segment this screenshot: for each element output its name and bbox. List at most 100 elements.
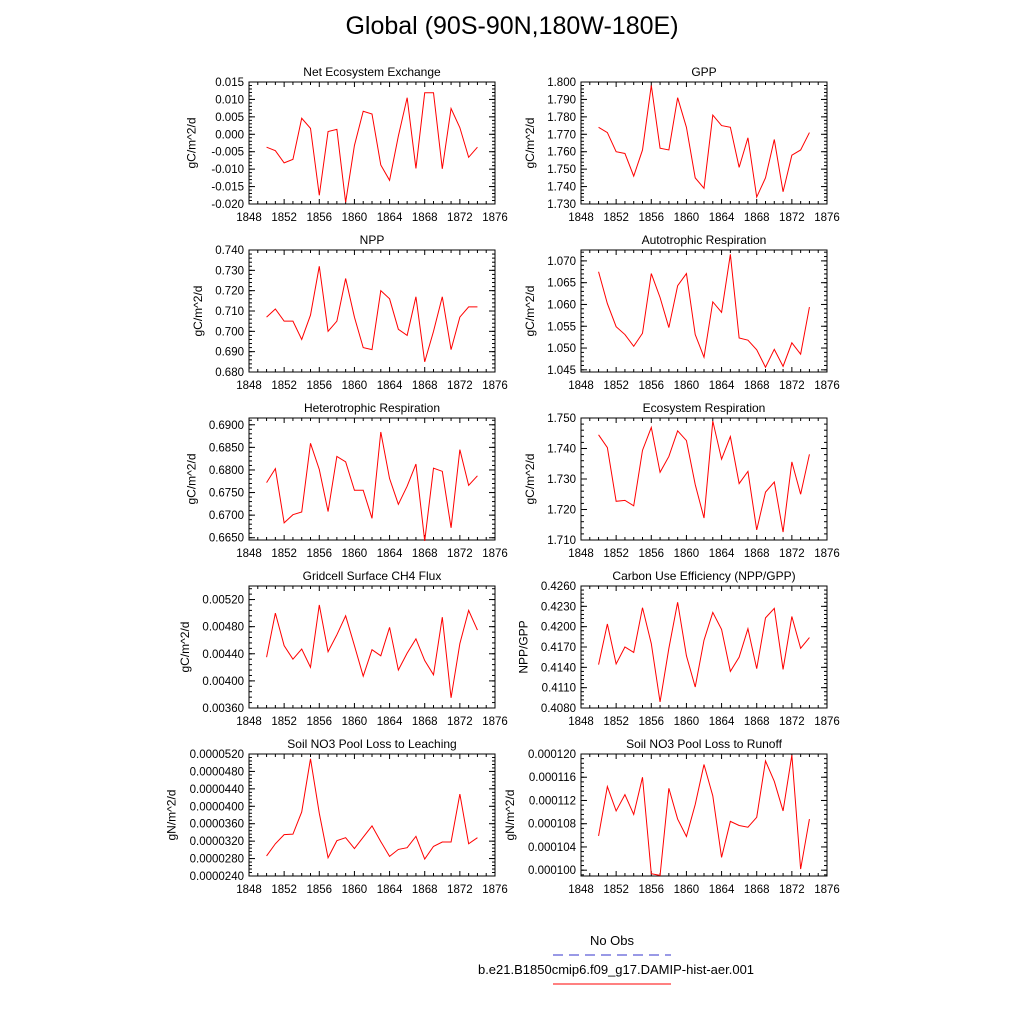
y-tick-label: 0.720 (215, 286, 244, 298)
x-tick-label: 1860 (674, 380, 700, 392)
y-tick-label: 0.0000480 (190, 766, 244, 778)
x-tick-label: 1876 (814, 548, 840, 560)
y-tick-label: 0.6750 (209, 488, 244, 500)
x-tick-label: 1860 (342, 716, 368, 728)
y-axis-label: gC/m^2/d (184, 118, 198, 169)
y-tick-label: 0.4140 (541, 662, 576, 674)
y-tick-label: 0.6900 (209, 420, 244, 432)
y-tick-label: 0.000116 (529, 772, 576, 784)
y-axis-label: gC/m^2/d (184, 454, 198, 505)
panel-title: Gridcell Surface CH4 Flux (303, 569, 442, 583)
y-tick-label: 0.000120 (528, 749, 576, 761)
y-tick-label: 0.00440 (202, 649, 244, 661)
y-axis-label: gC/m^2/d (178, 622, 192, 673)
x-tick-label: 1852 (603, 380, 629, 392)
plot-frame (248, 81, 496, 205)
x-tick-label: 1868 (412, 380, 438, 392)
y-tick-label: 1.780 (547, 112, 576, 124)
x-tick-label: 1848 (568, 716, 594, 728)
x-tick-label: 1872 (779, 716, 805, 728)
panel-title: Autotrophic Respiration (642, 233, 767, 247)
x-tick-label: 1864 (709, 380, 735, 392)
y-tick-label: 0.4230 (541, 601, 576, 613)
x-tick-label: 1872 (447, 548, 473, 560)
y-tick-label: -0.010 (211, 164, 244, 176)
y-tick-label: 0.0000360 (190, 819, 244, 831)
y-tick-label: 0.0000520 (190, 749, 244, 761)
y-tick-label: 0.010 (215, 94, 244, 106)
y-tick-label: 0.6650 (209, 533, 244, 545)
y-tick-label: 1.750 (547, 164, 576, 176)
x-tick-label: 1848 (568, 212, 594, 224)
series-line (266, 266, 478, 362)
x-tick-label: 1872 (779, 884, 805, 896)
y-tick-label: 0.015 (215, 77, 244, 89)
series-line (266, 431, 478, 541)
x-tick-label: 1868 (412, 548, 438, 560)
x-tick-label: 1848 (568, 884, 594, 896)
y-tick-label: 0.700 (215, 326, 244, 338)
x-tick-label: 1856 (638, 212, 664, 224)
x-tick-label: 1856 (306, 884, 332, 896)
legend-label-no-obs: No Obs (590, 933, 635, 948)
x-tick-label: 1876 (482, 380, 508, 392)
x-tick-label: 1868 (744, 716, 770, 728)
plot-frame (580, 753, 828, 877)
plot-frame (580, 249, 828, 373)
panel-2: NPP 1848 1852 1856 1860 1864 1868 1872 1876 0.680… (191, 233, 508, 392)
y-tick-label: 0.000112 (529, 795, 576, 807)
x-tick-label: 1872 (447, 716, 473, 728)
y-tick-label: 0.0000320 (190, 836, 244, 848)
x-tick-label: 1848 (568, 380, 594, 392)
x-tick-label: 1856 (638, 548, 664, 560)
x-tick-label: 1860 (342, 884, 368, 896)
plot-frame (248, 249, 496, 373)
y-tick-label: 1.760 (547, 147, 576, 159)
y-tick-label: 1.740 (547, 444, 576, 456)
x-tick-label: 1852 (271, 380, 297, 392)
x-tick-label: 1876 (482, 884, 508, 896)
x-tick-label: 1852 (603, 716, 629, 728)
y-tick-label: 0.0000440 (190, 784, 244, 796)
series-line (598, 755, 810, 877)
y-tick-label: 0.00520 (202, 595, 244, 607)
page-title: Global (90S-90N,180W-180E) (345, 12, 679, 40)
series-line (598, 85, 810, 199)
panel-5: Ecosystem Respiration 1848 1852 1856 1860 186… (523, 401, 840, 560)
x-tick-label: 1860 (342, 548, 368, 560)
legend-label-model: b.e21.B1850cmip6.f09_g17.DAMIP-hist-aer.… (478, 962, 754, 977)
y-tick-label: 0.680 (215, 367, 244, 379)
y-axis-label: gC/m^2/d (191, 286, 205, 337)
x-tick-label: 1868 (744, 884, 770, 896)
legend: No Obs b.e21.B1850cmip6.f09_g17.DAMIP-hi… (478, 933, 754, 985)
x-tick-label: 1876 (814, 380, 840, 392)
y-tick-label: 0.00360 (202, 703, 244, 715)
panel-title: Ecosystem Respiration (643, 401, 766, 415)
panel-4: Heterotrophic Respiration 1848 1852 1856 186… (184, 401, 507, 560)
y-tick-label: 0.000108 (528, 819, 576, 831)
y-tick-label: 1.070 (547, 256, 576, 268)
x-tick-label: 1864 (377, 380, 403, 392)
panel-title: Soil NO3 Pool Loss to Leaching (287, 737, 456, 751)
y-tick-label: 1.790 (547, 94, 576, 106)
x-tick-label: 1856 (638, 716, 664, 728)
y-tick-label: 0.000104 (528, 842, 577, 854)
x-tick-label: 1864 (377, 548, 403, 560)
x-tick-label: 1872 (779, 212, 805, 224)
y-tick-label: 0.4080 (541, 703, 576, 715)
y-tick-label: 1.750 (547, 413, 576, 425)
x-tick-label: 1876 (482, 212, 508, 224)
x-tick-label: 1868 (744, 548, 770, 560)
panel-7: Carbon Use Efficiency (NPP/GPP) 1848 1852 1… (516, 569, 839, 728)
x-tick-label: 1872 (779, 548, 805, 560)
y-tick-label: 0.4170 (541, 642, 576, 654)
y-tick-label: 0.6850 (209, 442, 244, 454)
panel-title: GPP (691, 65, 716, 79)
x-tick-label: 1868 (412, 884, 438, 896)
x-tick-label: 1868 (744, 212, 770, 224)
x-tick-label: 1860 (674, 716, 700, 728)
x-tick-label: 1864 (709, 716, 735, 728)
y-axis-label: gN/m^2/d (503, 790, 517, 841)
y-tick-label: 0.710 (215, 306, 244, 318)
y-tick-label: 1.050 (547, 343, 576, 355)
